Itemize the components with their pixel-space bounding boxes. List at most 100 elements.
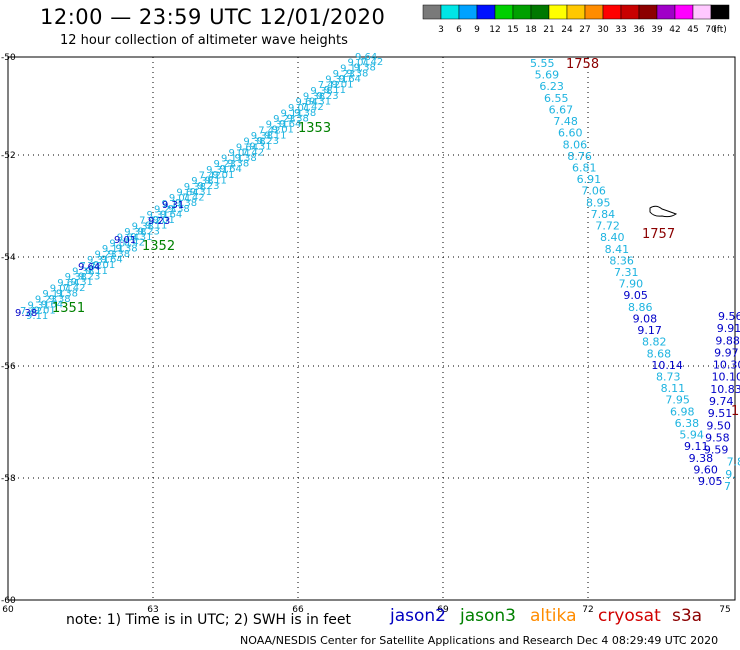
legend-item-altika: altika — [530, 606, 577, 626]
swh-label: 9.31 — [162, 200, 184, 211]
swh-label: 9.64 — [176, 187, 198, 198]
swh-label: 9.31 — [325, 75, 347, 86]
time-label: 1351 — [52, 301, 85, 316]
swh-label: 8.82 — [642, 336, 667, 349]
swh-label: 7.42 — [80, 261, 102, 272]
island-outline-icon — [649, 205, 678, 218]
swh-label: 9.38 — [234, 153, 256, 164]
swh-label: 9.64 — [355, 52, 377, 63]
time-label: 1352 — [142, 239, 175, 254]
swh-label: 9.56 — [718, 310, 740, 323]
swh-label: 9.38 — [48, 294, 70, 305]
colorbar-label: 3 — [438, 25, 444, 35]
swh-label: 9.23 — [197, 181, 219, 192]
swh-label: 9.01 — [212, 170, 234, 181]
swh-label: 9.38 — [56, 288, 78, 299]
colorbar-swatch — [422, 4, 442, 20]
swh-label: 9.38 — [65, 272, 87, 283]
swh-label: 9.31 — [206, 165, 228, 176]
colorbar-label: 21 — [543, 25, 554, 35]
swh-label: 7.42 — [361, 57, 383, 68]
swh-label: 9.11 — [281, 108, 303, 119]
swh-label: 7.42 — [182, 192, 204, 203]
legend-item-cryosat: cryosat — [598, 606, 661, 626]
swh-label: 5.69 — [535, 69, 560, 82]
swh-label: 9.23 — [148, 216, 170, 227]
time-label: 1758 — [566, 57, 599, 72]
lon-tick-label: 72 — [582, 605, 593, 615]
swh-label: 10.14 — [651, 359, 683, 372]
colorbar-swatch — [620, 4, 640, 20]
swh-label: 9.38 — [72, 266, 94, 277]
lat-tick-label: -60 — [1, 596, 16, 606]
colorbar-label: 6 — [456, 25, 462, 35]
swh-label: 9.38 — [243, 137, 265, 148]
swh-label: 9.38 — [227, 159, 249, 170]
colorbar-swatch — [530, 4, 550, 20]
swh-label: 9.38 — [167, 204, 189, 215]
swh-label: 9.38 — [175, 198, 197, 209]
lat-tick-label: -56 — [1, 362, 16, 372]
swh-label: 9.01 — [93, 260, 115, 271]
swh-label: 9.64 — [295, 97, 317, 108]
swh-label: 8.68 — [647, 347, 672, 360]
swh-label: 7.42 — [199, 171, 221, 182]
colorbar-swatch — [602, 4, 622, 20]
swh-label: 7.42 — [318, 80, 340, 91]
colorbar-label: 18 — [525, 25, 537, 35]
colorbar-label: (ft) — [713, 25, 727, 35]
swh-label: 9.01 — [331, 80, 353, 91]
swh-label: 9.38 — [124, 227, 146, 238]
swh-label: 10.10 — [712, 371, 740, 384]
footer-note: note: 1) Time is in UTC; 2) SWH is in fe… — [66, 612, 352, 628]
observation-tracks: 7.429.119.319.019.239.649.119.389.019.38… — [15, 52, 740, 493]
swh-label: 9.17 — [637, 324, 662, 337]
swh-label: 9.31 — [71, 277, 93, 288]
colorbar-swatch — [512, 4, 532, 20]
swh-label: 9.64 — [117, 233, 139, 244]
colorbar-swatch — [638, 4, 658, 20]
swh-label: 7.84 — [591, 208, 616, 221]
swh-label: 9.11 — [264, 130, 286, 141]
swh-label: 7.42 — [63, 283, 85, 294]
swh-label: 9.01 — [114, 235, 136, 246]
swh-label: 9.38 — [108, 249, 130, 260]
footer-credit: NOAA/NESDIS Center for Satellite Applica… — [240, 634, 719, 647]
swh-label: 6.91 — [577, 173, 602, 186]
swh-label: 9.11 — [42, 289, 64, 300]
swh-label: 6.81 — [572, 162, 597, 175]
swh-label: 8.36 — [609, 254, 634, 267]
swh-label: 9.38 — [132, 221, 154, 232]
swh-label: 9.50 — [706, 419, 731, 432]
swh-label: 9.74 — [709, 395, 734, 408]
swh-label: 9.64 — [41, 300, 63, 311]
swh-label: 8.95 — [586, 196, 611, 209]
colorbar-label: 39 — [651, 25, 663, 35]
swh-label: 9.11 — [221, 154, 243, 165]
colorbar-label: 9 — [474, 25, 480, 35]
swh-label: 9.01 — [348, 58, 370, 69]
swh-label: 9.01 — [228, 148, 250, 159]
swh-label: 7.31 — [614, 266, 639, 279]
swh-label: 9.23 — [257, 136, 279, 147]
swh-label: 9.23 — [94, 250, 116, 261]
lon-tick-label: 75 — [719, 605, 730, 615]
swh-label: 8.86 — [628, 301, 653, 314]
time-label: 1353 — [298, 121, 331, 136]
colorbar-swatch — [692, 4, 712, 20]
swh-label: 7.42 — [139, 216, 161, 227]
colorbar-label: 24 — [561, 25, 573, 35]
swh-label: 9.11 — [684, 440, 709, 453]
swh-label: 9.11 — [86, 266, 108, 277]
swh-label: 9.23 — [35, 295, 57, 306]
swh-label: 9.38 — [310, 86, 332, 97]
swh-label: 8.06 — [563, 138, 588, 151]
colorbar-swatch — [548, 4, 568, 20]
lat-tick-label: -52 — [1, 151, 16, 161]
swh-label: 9.38 — [346, 68, 368, 79]
swh-label: 9.31 — [309, 97, 331, 108]
swh-label: 9.23 — [273, 114, 295, 125]
swh-label: 9.01 — [272, 125, 294, 136]
colorbar-label: 36 — [633, 25, 645, 35]
swh-label: 9.64 — [220, 164, 242, 175]
